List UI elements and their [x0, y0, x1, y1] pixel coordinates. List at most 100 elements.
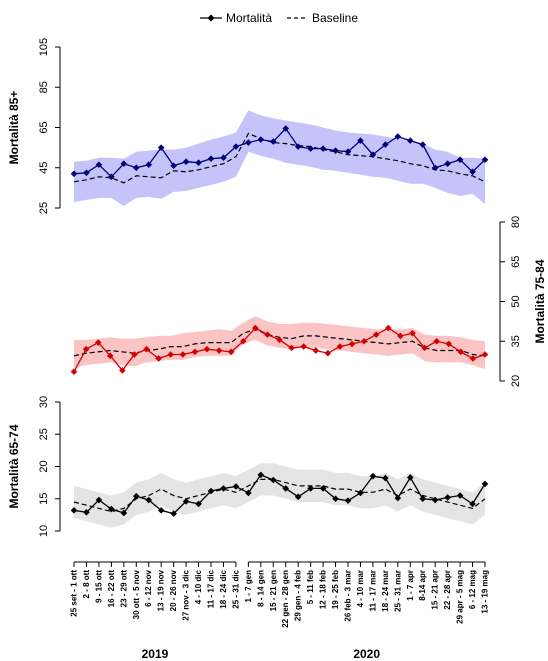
mortality-point — [481, 480, 489, 488]
mortality-point — [456, 492, 464, 499]
y-tick-label: 85 — [38, 81, 50, 93]
mortality-point — [269, 138, 277, 145]
mortality-point — [382, 141, 389, 148]
mortality-point — [369, 151, 377, 158]
mortality-point — [70, 170, 78, 178]
y-tick-label: 25 — [38, 202, 50, 214]
mortality-point — [481, 156, 489, 163]
x-tick-label: 4 - 10 dic — [194, 569, 203, 604]
mortality-point — [132, 492, 140, 500]
panel-3: 10 15 20 25 30 Mortalità 65-74 — [7, 396, 489, 537]
mortality-point — [397, 332, 404, 340]
y-tick-label: 35 — [510, 335, 522, 347]
mortality-point — [95, 161, 103, 169]
mortality-point — [307, 485, 314, 492]
mortality-point — [469, 355, 477, 362]
mortality-point — [433, 337, 440, 345]
mortality-point — [106, 352, 114, 360]
x-tick-label: 18 - 24 mar — [381, 570, 390, 612]
y-tick-label: 25 — [38, 428, 50, 440]
mortality-point — [182, 498, 190, 505]
x-tick-label: 6 - 12 mag — [468, 570, 477, 609]
mortality-point — [179, 351, 187, 358]
mortality-point — [182, 158, 190, 166]
mortality-point — [220, 485, 227, 492]
mortality-point — [469, 168, 476, 176]
x-tick-label: 12 - 18 feb — [319, 570, 328, 609]
y-tick-label: 20 — [510, 375, 522, 387]
mortality-point — [264, 331, 271, 338]
mortality-point — [369, 472, 377, 480]
x-tick-label: 2 - 8 ott — [82, 570, 91, 599]
mortality-point — [120, 509, 128, 517]
mortality-point — [444, 160, 451, 168]
mortality-point — [409, 330, 416, 337]
mortality-point — [220, 154, 227, 161]
mortality-point — [394, 133, 402, 140]
year-label-2020: 2020 — [353, 647, 380, 661]
mortality-point — [83, 169, 90, 177]
mortality-point — [207, 155, 215, 162]
mortality-point — [319, 145, 327, 152]
y-axis-label: Mortalità 65-74 — [7, 424, 21, 508]
y-tick-label: 65 — [510, 256, 522, 268]
mortality-point — [108, 505, 115, 513]
mortality-point — [384, 324, 392, 332]
mortality-point — [257, 471, 265, 479]
x-tick-label: 13 - 19 mag — [481, 570, 490, 614]
x-tick-label: 15 - 21 gen — [269, 570, 278, 611]
x-tick-label: 26 feb - 3 mar — [344, 570, 353, 622]
legend-baseline-label: Baseline — [312, 11, 358, 25]
y-tick-label: 80 — [510, 216, 522, 228]
mortality-point — [332, 495, 339, 503]
y-axis-label: Mortalità 85+ — [7, 91, 21, 165]
mortality-point — [252, 324, 259, 332]
x-tick-label: 16 - 22 ott — [107, 570, 116, 608]
y-tick-label: 50 — [510, 295, 522, 307]
mortality-point — [195, 159, 202, 167]
x-tick-label: 27 nov - 3 dic — [182, 569, 191, 620]
mortality-point — [431, 164, 439, 172]
x-tick-label: 15 - 21 apr — [431, 570, 440, 610]
mortality-point — [145, 496, 153, 504]
band — [74, 110, 485, 206]
mortality-point — [245, 489, 252, 497]
mortality-point — [157, 144, 165, 151]
x-tick-label: 25 - 31 mar — [393, 570, 402, 612]
mortality-line — [73, 474, 486, 515]
x-tick-label: 1 - 7 gen — [244, 570, 253, 603]
mortality-point — [419, 495, 427, 503]
mortality-point — [82, 345, 90, 353]
mortality-point — [300, 343, 307, 350]
mortality-point — [95, 496, 103, 504]
mortality-point — [282, 125, 290, 132]
band — [74, 463, 485, 528]
mortality-point — [294, 493, 302, 501]
mortality-point — [70, 507, 78, 514]
mortality-point — [357, 489, 364, 497]
mortality-point — [336, 343, 344, 350]
x-tick-label: 8 - 14 gen — [256, 570, 265, 607]
mortality-point — [324, 349, 332, 357]
x-tick-label: 8-14 apr — [418, 570, 427, 601]
mortality-point — [360, 337, 368, 345]
mortality-point — [294, 143, 302, 150]
x-tick-label: 11 - 17 dic — [207, 569, 216, 608]
mortality-point — [382, 474, 389, 482]
mortality-point — [143, 345, 150, 353]
mortality-point — [232, 483, 240, 490]
legend-mortalita-label: Mortalità — [226, 11, 272, 25]
mortality-point — [312, 347, 320, 354]
y-tick-label: 15 — [38, 493, 50, 505]
x-tick-label: 25 set - 1 ott — [70, 570, 79, 617]
x-tick-label: 25 - 31 dic — [231, 569, 240, 608]
mortality-point — [131, 351, 138, 358]
y-tick-label: 10 — [38, 525, 50, 537]
x-tick-label: 29 gen - 4 feb — [294, 570, 303, 621]
mortality-point — [132, 164, 140, 172]
mortality-point — [167, 351, 175, 358]
x-tick-label: 19 - 25 feb — [331, 570, 340, 609]
mortality-point — [215, 347, 223, 354]
mortality-point — [319, 485, 327, 492]
year-label-2019: 2019 — [142, 647, 169, 661]
